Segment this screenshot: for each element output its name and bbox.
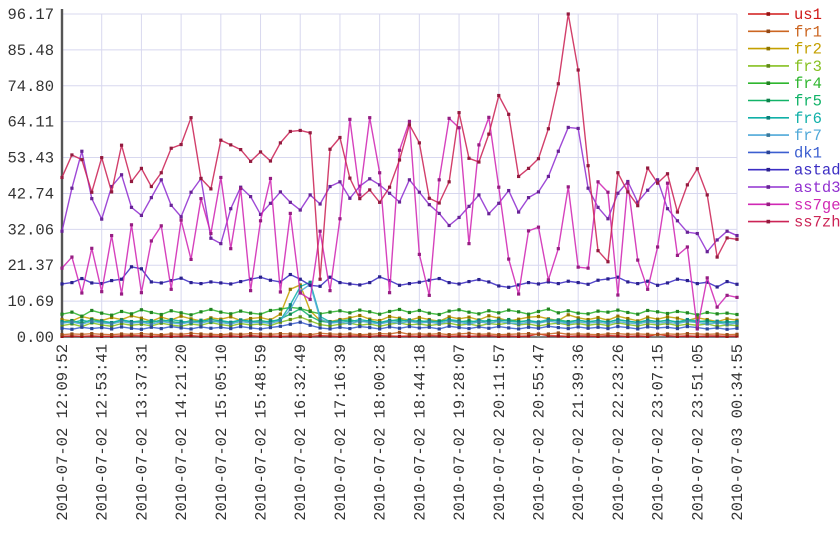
x-tick-label: 2010-07-02 20:11:57 <box>491 344 509 521</box>
y-tick-label: 96.17 <box>7 6 54 24</box>
x-tick-label: 2010-07-02 12:09:52 <box>54 344 72 521</box>
y-tick-label: 21.37 <box>7 257 54 275</box>
legend-entry-fr1: fr1 <box>748 23 822 41</box>
legend-entry-fr3: fr3 <box>748 58 822 76</box>
legend-label: us1 <box>794 6 822 24</box>
legend-marker <box>766 150 771 155</box>
legend-marker <box>766 29 771 34</box>
legend-label: fr4 <box>794 75 822 93</box>
legend-entry-fr4: fr4 <box>748 75 822 93</box>
x-tick-label: 2010-07-02 23:07:15 <box>650 344 668 521</box>
x-tick-label: 2010-07-02 12:53:41 <box>94 344 112 521</box>
legend: us1fr1fr2fr3fr4fr5fr6fr7dk1astadastd3ss7… <box>748 6 840 232</box>
y-tick-label: 74.80 <box>7 78 54 96</box>
legend-entry-fr2: fr2 <box>748 41 822 59</box>
series-fr4 <box>60 305 739 318</box>
x-tick-label: 2010-07-02 14:21:20 <box>173 344 191 521</box>
y-tick-label: 0.00 <box>17 329 54 347</box>
legend-label: astd3 <box>794 179 840 197</box>
series-astad <box>60 265 739 289</box>
x-tick-label: 2010-07-02 19:28:07 <box>451 344 469 521</box>
x-tick-label: 2010-07-02 20:55:47 <box>530 344 548 521</box>
legend-marker <box>766 185 771 189</box>
x-tick-label: 2010-07-02 16:32:49 <box>292 344 310 521</box>
gridlines <box>61 13 738 338</box>
legend-marker <box>766 219 771 224</box>
x-tick-label: 2010-07-02 22:23:26 <box>610 344 628 521</box>
legend-entry-fr6: fr6 <box>748 110 822 128</box>
x-tick-label: 2010-07-02 17:16:39 <box>332 344 350 521</box>
legend-label: fr6 <box>794 110 822 128</box>
legend-marker <box>766 167 771 172</box>
legend-entry-us1: us1 <box>748 6 822 24</box>
y-tick-label: 10.69 <box>7 293 54 311</box>
legend-entry-ss7ge: ss7ge <box>748 196 840 214</box>
x-tick-label: 2010-07-02 18:00:28 <box>372 344 390 521</box>
x-tick-label: 2010-07-02 15:48:59 <box>253 344 271 521</box>
legend-marker <box>766 202 771 207</box>
x-tick-label: 2010-07-03 00:34:55 <box>729 344 747 521</box>
series-ss7zh <box>60 12 739 281</box>
y-tick-label: 64.11 <box>7 114 54 132</box>
legend-label: dk1 <box>794 144 822 162</box>
series-ss7ge <box>60 115 739 331</box>
legend-label: fr3 <box>794 58 822 76</box>
legend-label: ss7ge <box>794 196 840 214</box>
legend-marker <box>766 98 771 103</box>
legend-marker <box>766 12 771 16</box>
series-us1 <box>60 332 739 338</box>
legend-entry-astad: astad <box>748 162 840 180</box>
legend-label: ss7zh <box>794 214 840 232</box>
legend-entry-dk1: dk1 <box>748 144 822 162</box>
x-tick-label: 2010-07-02 23:51:05 <box>689 344 707 521</box>
legend-label: fr7 <box>794 127 822 145</box>
series-fr2 <box>60 283 739 324</box>
legend-marker <box>766 116 771 120</box>
x-tick-label: 2010-07-02 21:39:36 <box>570 344 588 521</box>
legend-entry-fr7: fr7 <box>748 127 822 145</box>
legend-label: astad <box>794 162 840 180</box>
legend-label: fr5 <box>794 93 822 111</box>
legend-marker <box>766 46 771 51</box>
y-axis-tick-labels: 0.00 10.69 21.37 32.06 42.74 53.43 64.11 74.80 8… <box>7 6 54 347</box>
legend-entry-ss7zh: ss7zh <box>748 214 840 232</box>
x-axis-tick-labels: 2010-07-02 12:09:52 2010-07-02 12:53:41 20… <box>54 344 747 521</box>
y-tick-label: 42.74 <box>7 185 54 203</box>
legend-marker <box>766 64 771 68</box>
legend-entry-fr5: fr5 <box>748 93 822 111</box>
y-tick-label: 53.43 <box>7 150 54 168</box>
legend-label: fr1 <box>794 23 822 41</box>
x-tick-label: 2010-07-02 15:05:10 <box>213 344 231 521</box>
legend-marker <box>766 81 771 85</box>
legend-entry-astd3: astd3 <box>748 179 840 197</box>
x-tick-label: 2010-07-02 13:37:31 <box>133 344 151 521</box>
series-fr1 <box>60 330 739 337</box>
legend-label: fr2 <box>794 41 822 59</box>
y-tick-label: 32.06 <box>7 221 54 239</box>
legend-marker <box>766 133 771 137</box>
y-tick-label: 85.48 <box>7 42 54 60</box>
x-tick-label: 2010-07-02 18:44:18 <box>411 344 429 521</box>
